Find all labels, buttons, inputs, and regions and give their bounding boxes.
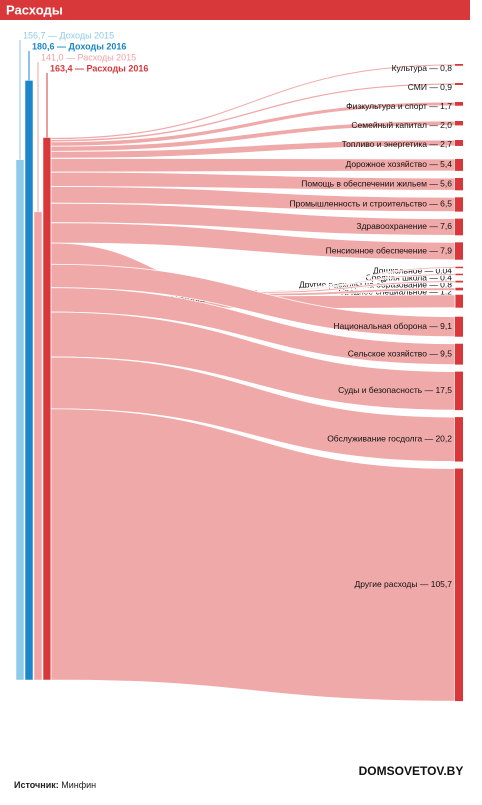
target-bar [455,121,463,126]
header-bar [0,0,470,20]
target-label: Культура — 0,8 [392,63,453,73]
source: Источник: Минфин [14,780,96,790]
watermark: DOMSOVETOV.BY [359,764,464,778]
target-bar [455,294,463,308]
target-bar [455,371,463,411]
target-label: Средняя школа — 0,4 [365,272,452,282]
target-bar [455,316,463,337]
target-bar [455,197,463,212]
target-label: Обслуживание госдолга — 20,2 [327,434,452,444]
total-bar [15,159,25,681]
total-bar [42,137,52,681]
total-label: 156,7 — Доходы 2015 [23,30,114,40]
target-bar [455,102,463,106]
target-bar [455,159,463,171]
target-bar [455,64,463,66]
target-label: Семейный капитал — 2,0 [351,120,452,130]
target-label: Сельское хозяйство — 9,5 [348,348,452,358]
flow [256,273,456,292]
total-label: 141,0 — Расходы 2015 [41,52,136,62]
watermark-bg [352,764,470,780]
target-bar [455,140,463,146]
source-name: Минфин [61,780,96,790]
target-bar [455,273,463,276]
target-bar [455,287,463,291]
total-label: 163,4 — Расходы 2016 [50,63,148,73]
target-bar [455,343,463,365]
total-bar [24,80,34,681]
target-label: Национальная оборона — 9,1 [333,321,452,331]
target-label: Дорожное хозяйство — 5,4 [346,159,453,169]
target-label: Помощь в обеспечении жильем — 5,6 [301,178,452,188]
target-label: Здравоохранение — 7,6 [356,221,452,231]
target-label: Физкультура и спорт — 1,7 [346,101,452,111]
target-bar [455,266,463,269]
target-bar [455,178,463,191]
source-label: Источник: [14,780,59,790]
target-label: Топливо и энергетика — 2,7 [342,139,453,149]
target-label: Промышленность и строительство — 6,5 [290,199,453,209]
chart-title: Расходы [6,2,63,17]
flow [256,266,456,292]
target-label: Пенсионное обеспечение — 7,9 [326,245,453,255]
target-label: Дошкольное — 0,04 [373,265,452,275]
target-bar [455,218,463,236]
total-label: 180,6 — Доходы 2016 [32,41,126,51]
flow [256,287,456,297]
flow [256,280,456,294]
target-label: Другие расходы — 105,7 [354,579,452,589]
target-bar [455,417,463,462]
target-label: СМИ — 0,9 [408,82,453,92]
target-bar [455,83,463,85]
target-bar [455,280,463,283]
target-bar [455,468,463,702]
target-label: Суды и безопасность — 17,5 [338,385,452,395]
flow [50,82,456,143]
total-bar [33,211,43,681]
target-bar [455,242,463,260]
